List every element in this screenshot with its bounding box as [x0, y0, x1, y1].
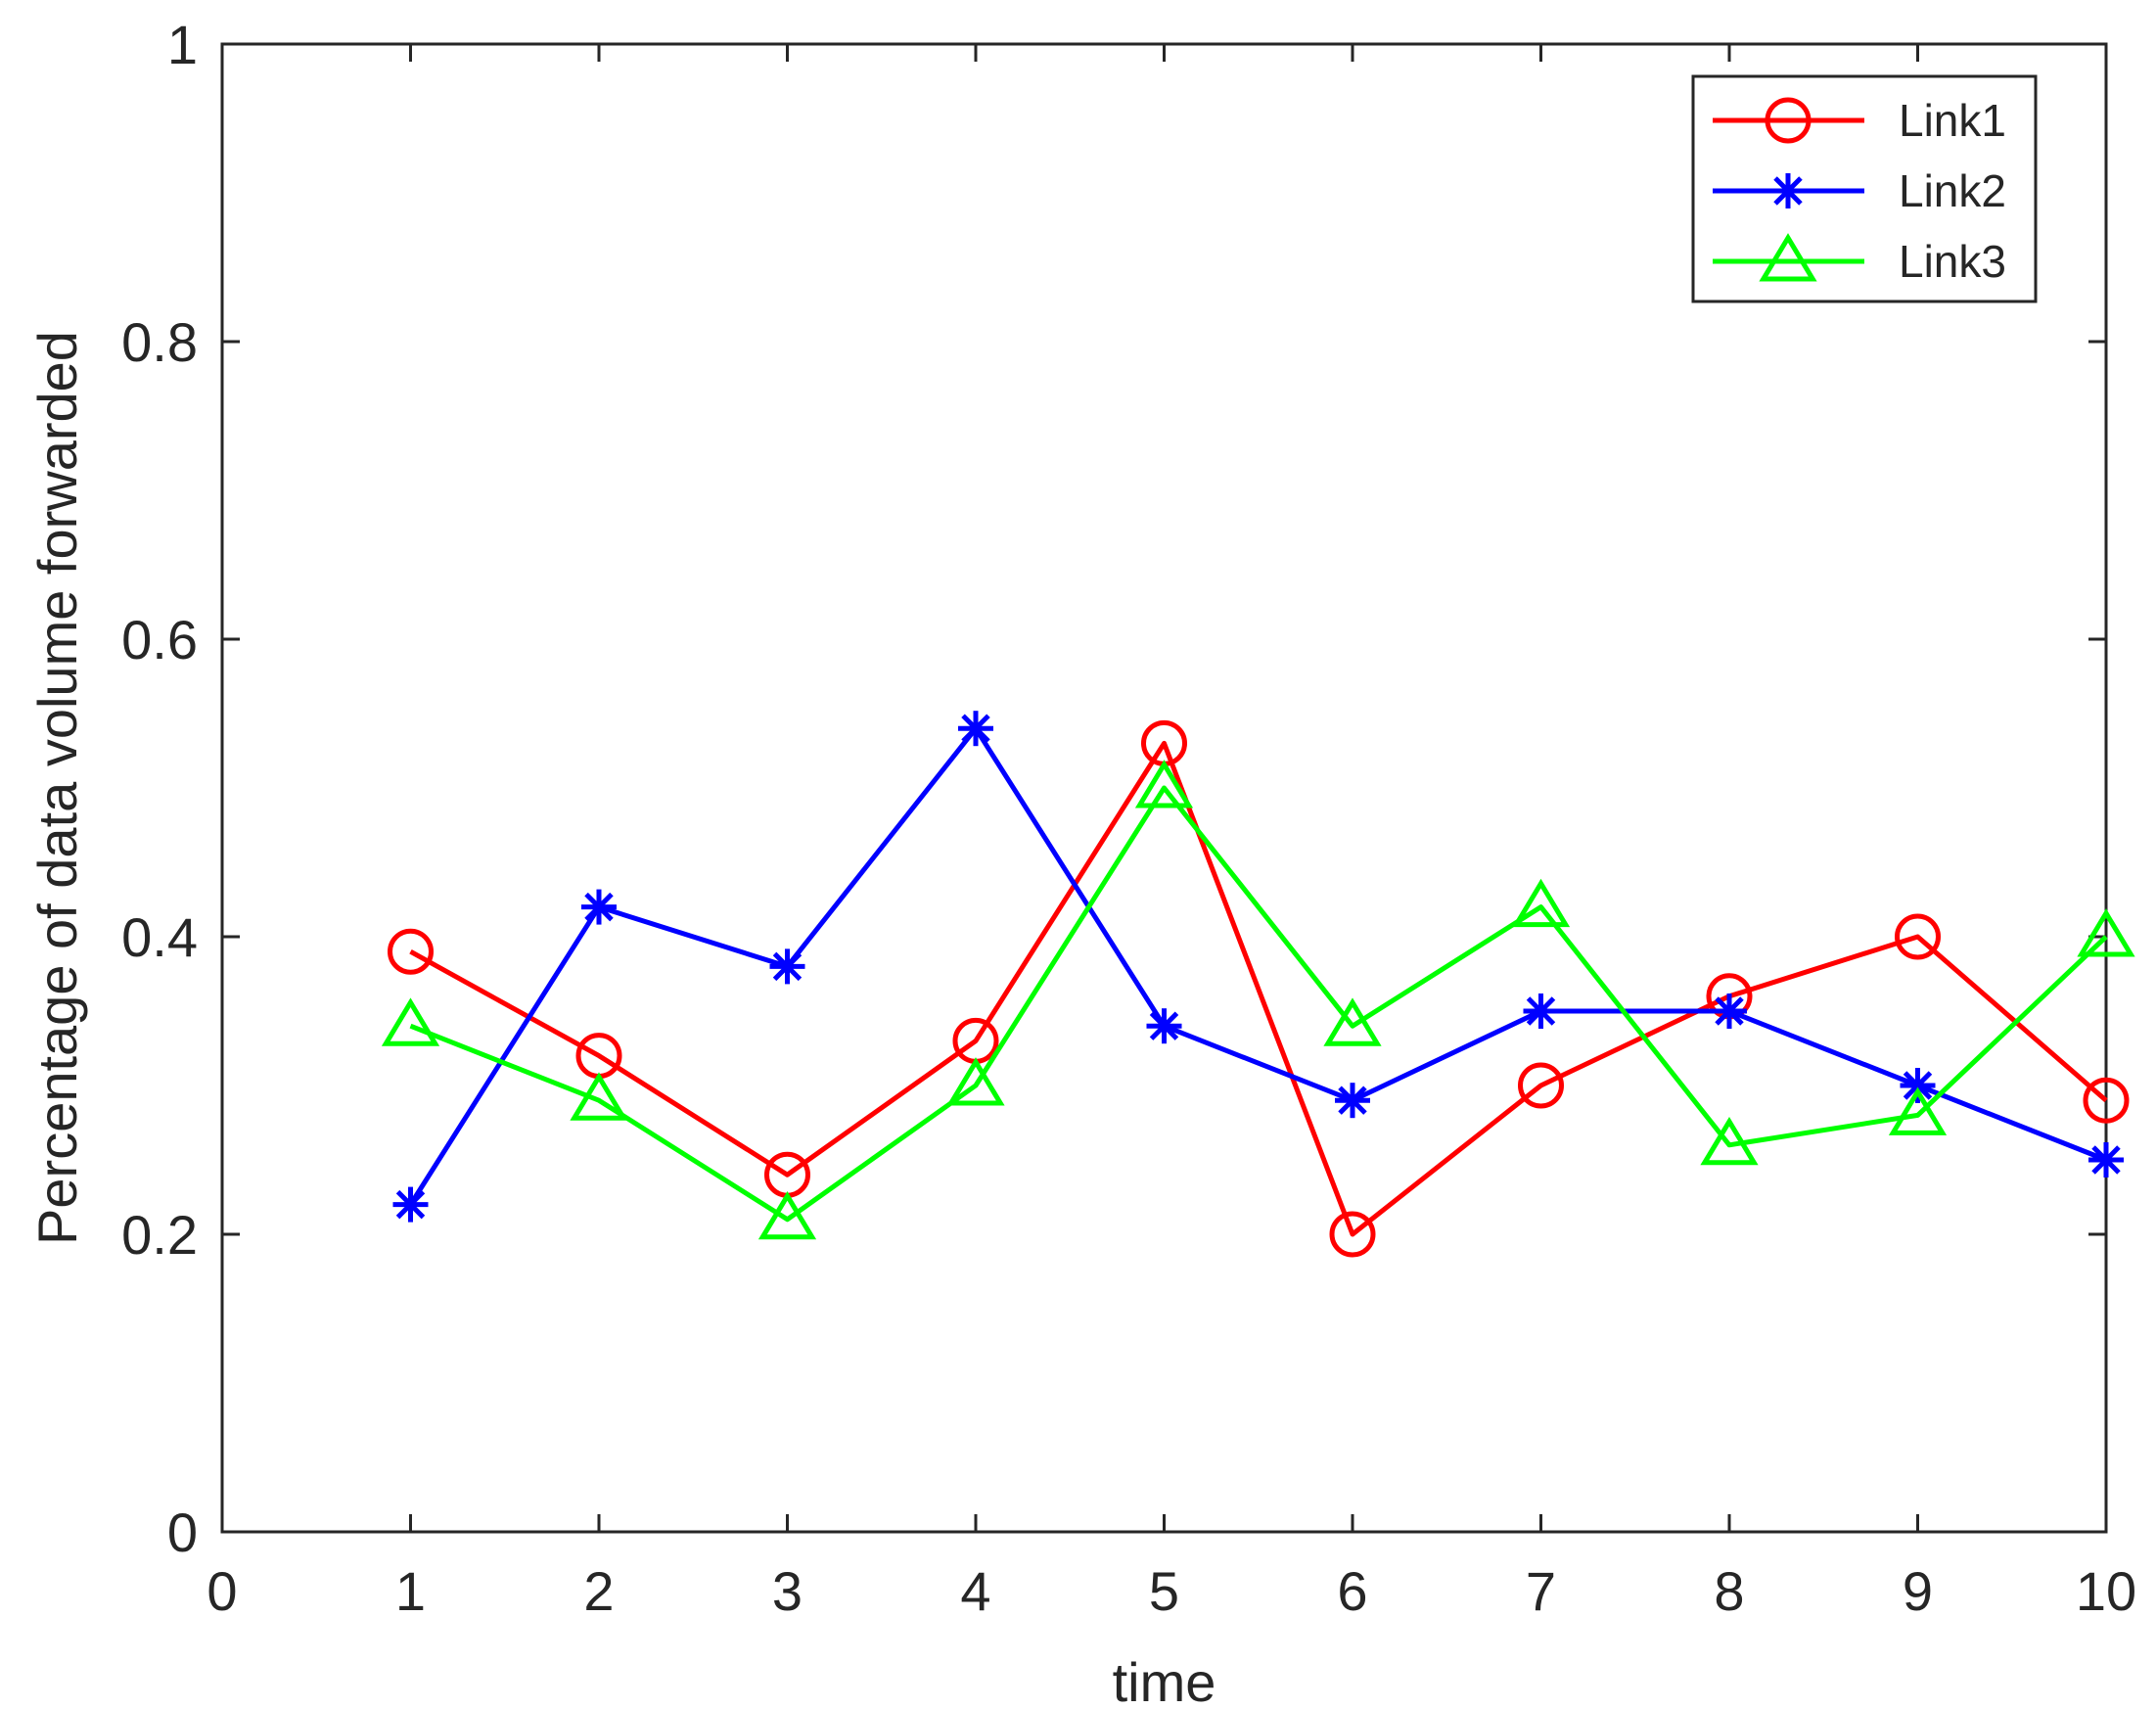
legend-label: Link3: [1899, 236, 2006, 287]
data-point: [2077, 908, 2135, 957]
data-point: [1323, 997, 1382, 1046]
x-tick-label: 0: [206, 1560, 237, 1622]
data-point: [1888, 1086, 1948, 1135]
legend-item: Link2: [1713, 165, 2006, 216]
data-point: [581, 889, 617, 925]
data-point: [1146, 1008, 1182, 1044]
data-point: [2083, 1077, 2130, 1124]
legend-item: Link3: [1713, 233, 2006, 287]
legend-marker: [1759, 233, 1817, 282]
x-axis-title: time: [1113, 1651, 1216, 1709]
data-point: [392, 1186, 429, 1223]
data-point: [958, 711, 993, 747]
data-point: [388, 928, 434, 975]
x-tick-label: 4: [960, 1560, 990, 1622]
data-point: [946, 1057, 1005, 1106]
series-link3: [381, 760, 2135, 1240]
data-point: [757, 1190, 817, 1240]
data-point: [1700, 1116, 1759, 1166]
data-point: [1134, 760, 1194, 808]
x-tick-label: 10: [2076, 1560, 2136, 1622]
legend-item: Link1: [1713, 95, 2006, 146]
data-point: [570, 1072, 628, 1121]
series-link2: [392, 711, 2124, 1223]
legend-label: Link1: [1899, 95, 2006, 146]
legend-marker: [1765, 97, 1812, 144]
series-line: [409, 785, 2108, 1223]
data-point: [381, 997, 440, 1046]
y-tick-label: 1: [167, 14, 198, 75]
data-point: [1523, 993, 1559, 1029]
data-point: [2088, 1142, 2124, 1178]
x-tick-label: 7: [1526, 1560, 1556, 1622]
data-point: [1511, 878, 1571, 928]
data-point: [1518, 1062, 1564, 1109]
x-tick-label: 5: [1149, 1560, 1179, 1622]
data-point: [1900, 1068, 1936, 1103]
data-point: [1895, 913, 1941, 960]
y-tick-label: 0.8: [121, 311, 198, 373]
data-point: [1329, 1211, 1376, 1258]
legend-marker: [1770, 173, 1806, 208]
legend: Link1 Link2 Link3: [1691, 74, 2038, 303]
legend-label: Link2: [1899, 165, 2006, 216]
y-tick-label: 0: [167, 1501, 198, 1563]
y-tick-label: 0.4: [121, 906, 198, 968]
x-axis-ticks: 0 1 2 3 4 5 6 7 8 9 10: [206, 44, 2136, 1622]
x-tick-label: 2: [583, 1560, 614, 1622]
data-point: [769, 948, 805, 985]
x-tick-label: 6: [1337, 1560, 1367, 1622]
x-tick-label: 1: [395, 1560, 426, 1622]
y-axis-ticks: 0 0.2 0.4 0.6 0.8 1: [121, 14, 2106, 1563]
series-line: [408, 725, 2107, 1206]
y-tick-label: 0.2: [121, 1204, 198, 1266]
y-axis-title: Percentage of data volume forwarded: [26, 331, 88, 1245]
x-tick-label: 3: [772, 1560, 803, 1622]
series-line: [409, 740, 2108, 1237]
y-tick-label: 0.6: [121, 609, 198, 670]
data-point: [1712, 993, 1747, 1029]
series-layer: [381, 711, 2135, 1258]
x-tick-label: 9: [1903, 1560, 1933, 1622]
x-tick-label: 8: [1714, 1560, 1744, 1622]
data-point: [1335, 1083, 1370, 1119]
series-link1: [388, 719, 2130, 1258]
